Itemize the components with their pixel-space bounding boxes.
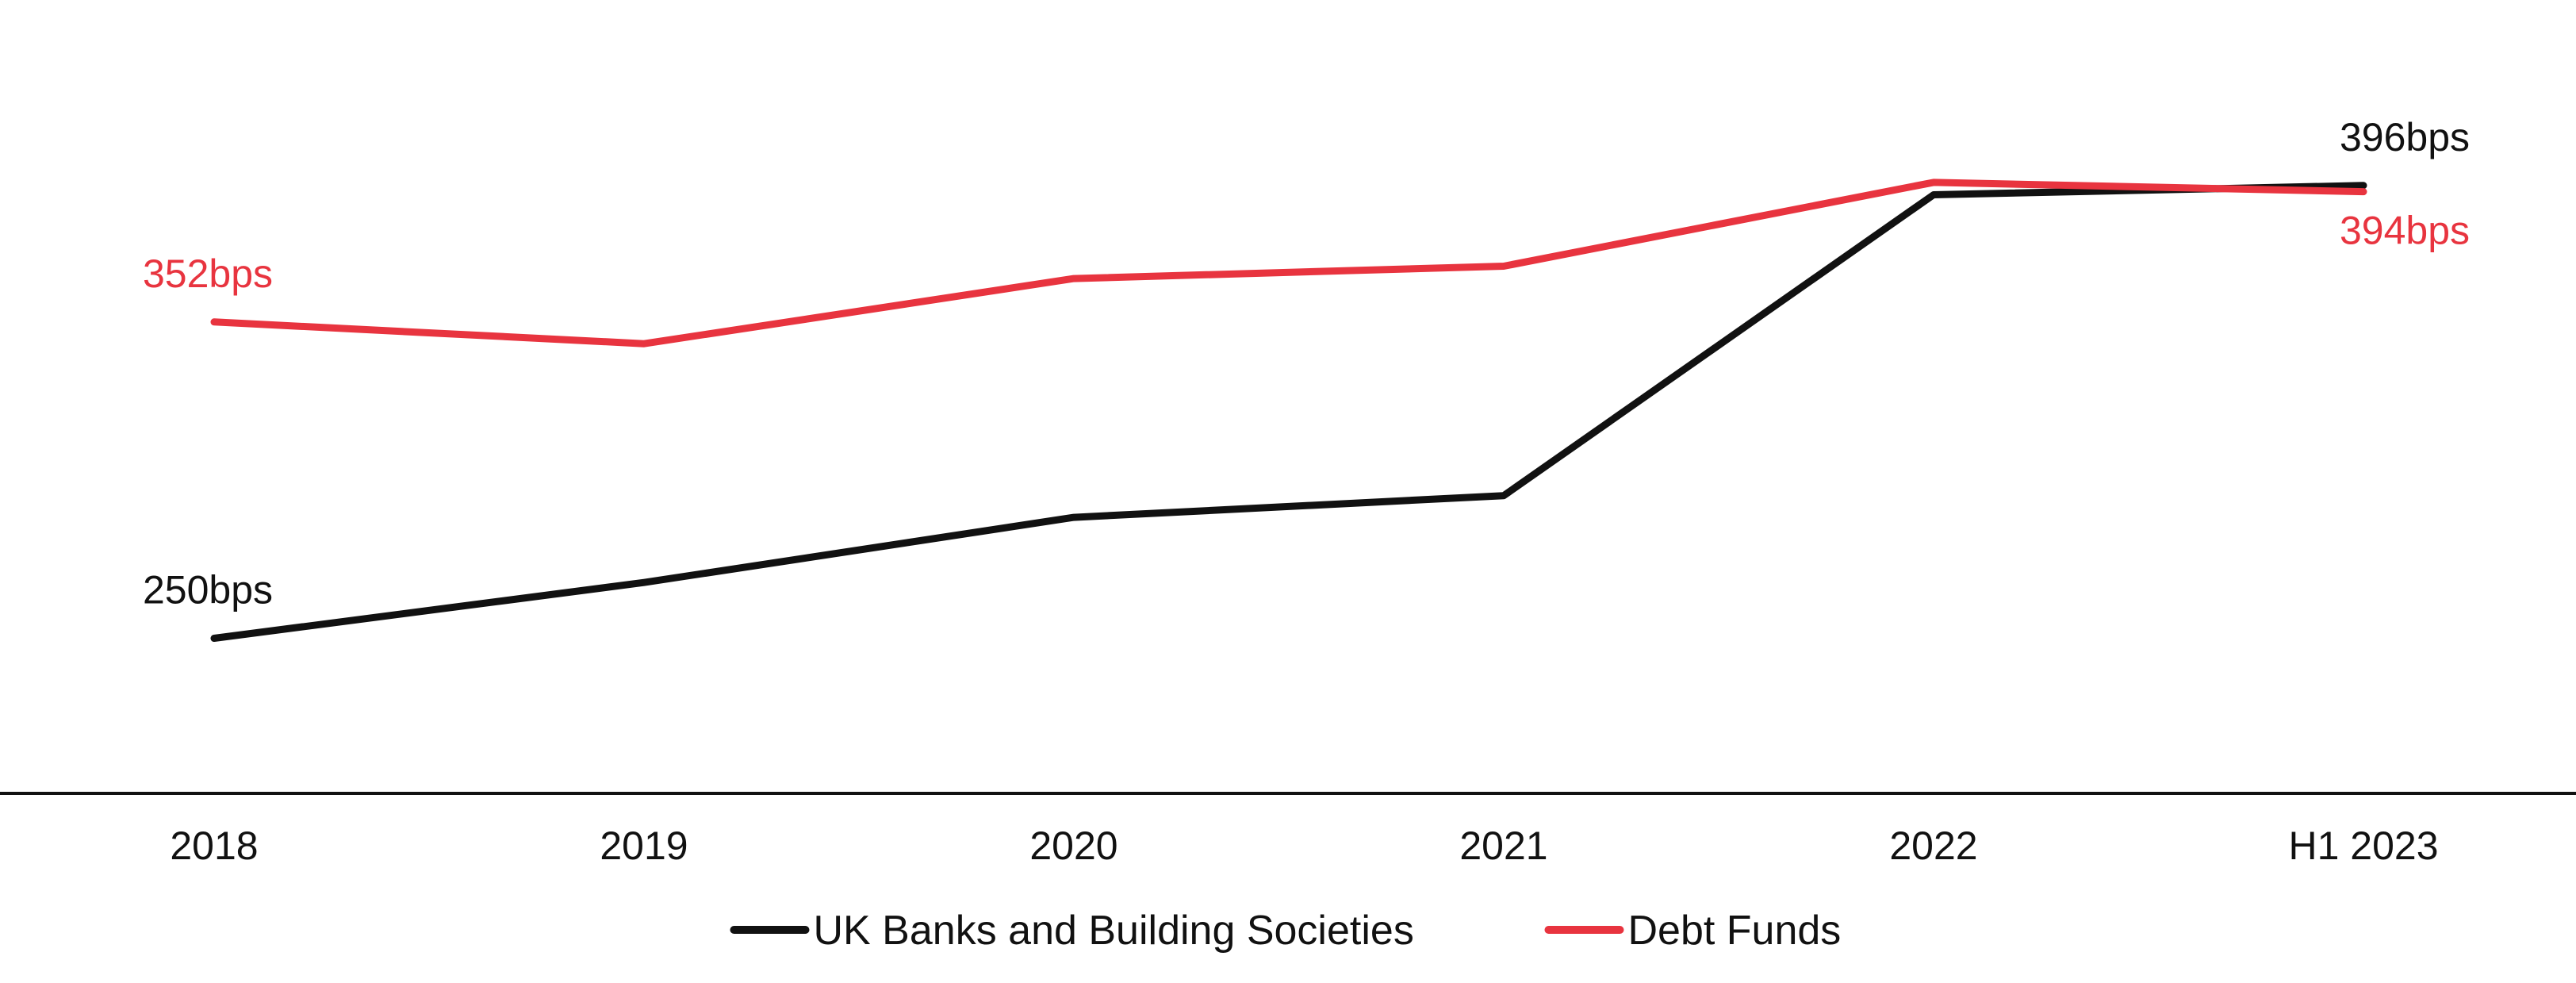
x-axis-tick-labels: 2018 2019 2020 2021 2022 H1 2023 [170,824,2438,868]
data-labels: 250bps 352bps 396bps 394bps [143,115,2470,612]
data-label: 250bps [143,568,273,612]
series-layer [210,179,2367,642]
x-tick-label: 2021 [1459,824,1547,868]
x-tick-label: 2019 [600,824,688,868]
x-tick-label: 2020 [1029,824,1117,868]
data-label: 396bps [2340,115,2470,159]
data-label: 394bps [2340,209,2470,253]
legend-item: Debt Funds [1544,908,1842,954]
x-tick-label: 2018 [170,824,258,868]
x-tick-label: 2022 [1889,824,1977,868]
series-line-0 [210,182,2367,642]
legend-item: UK Banks and Building Societies [730,908,1414,954]
x-tick-label: H1 2023 [2288,824,2438,868]
series-line-1 [210,179,2367,348]
legend-label: UK Banks and Building Societies [814,908,1414,954]
data-label: 352bps [143,252,273,296]
legend-label: Debt Funds [1628,908,1842,954]
legend: UK Banks and Building Societies Debt Fund… [730,908,1842,954]
